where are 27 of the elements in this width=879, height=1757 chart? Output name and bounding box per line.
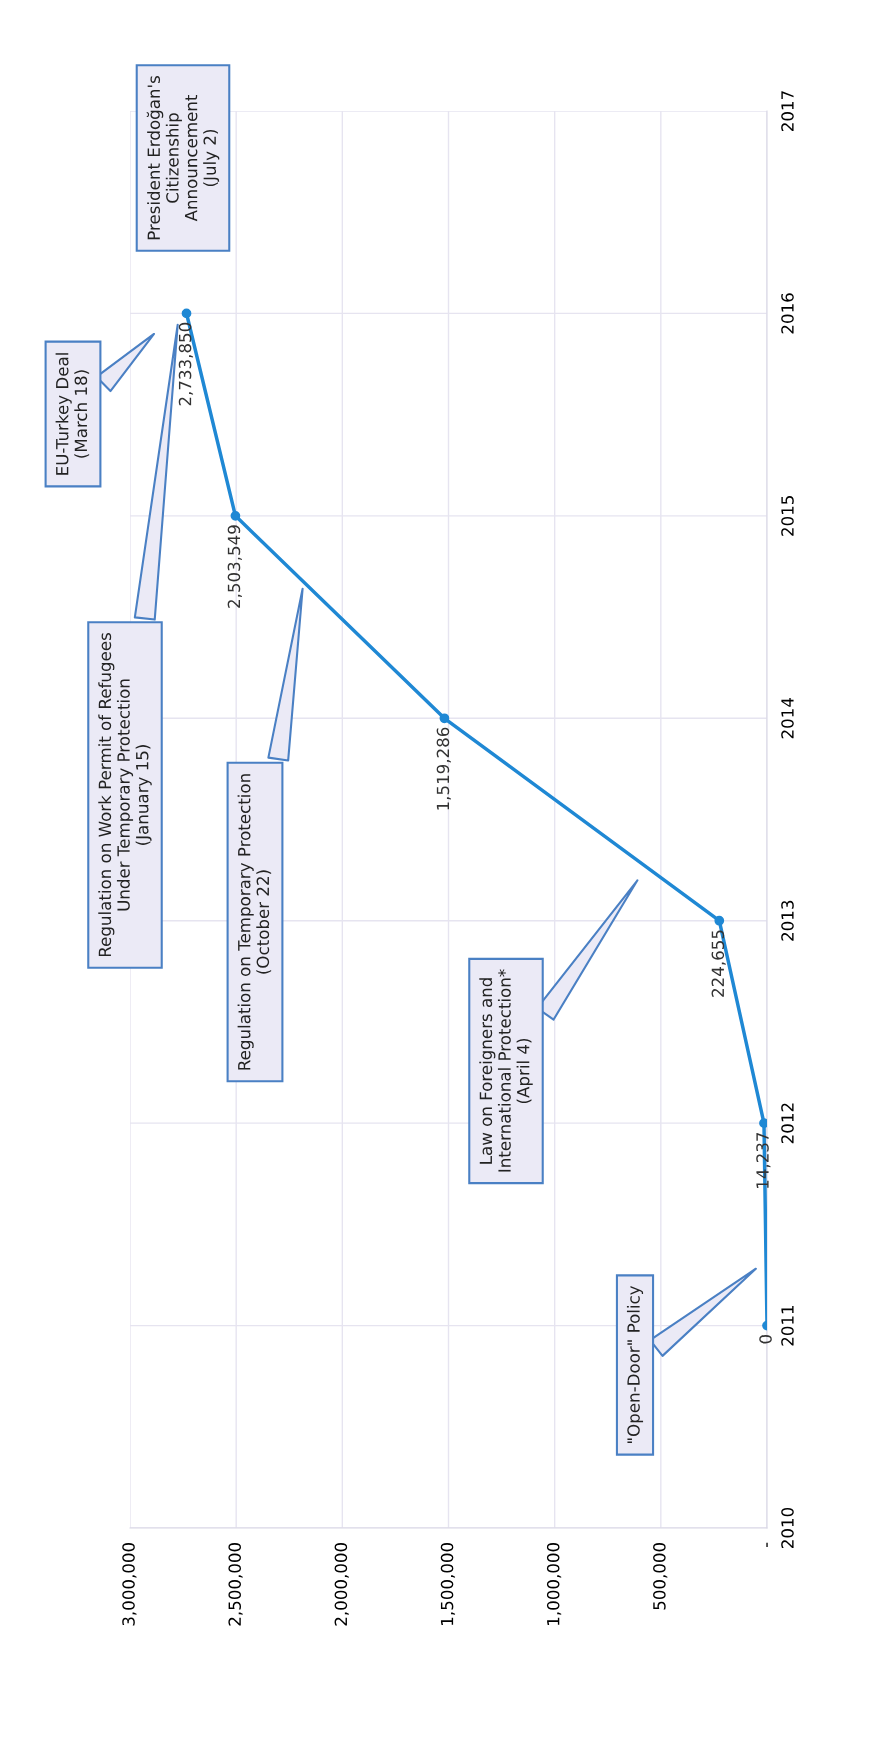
x-tick-label: 1,000,000: [546, 1543, 562, 1625]
x-tick-label: 500,000: [653, 1543, 668, 1610]
y-tick-label: 2017: [781, 91, 794, 131]
y-tick-label: 2016: [781, 293, 794, 334]
data-label: 2,503,549: [227, 525, 242, 608]
annotation: "Open-Door" Policy: [626, 1285, 644, 1443]
data-label: 0: [759, 1335, 772, 1344]
y-tick-label: 2014: [781, 698, 794, 739]
data-label: 1,519,286: [436, 727, 451, 810]
x-tick-label: 2,000,000: [334, 1543, 349, 1626]
x-tick-label: -: [766, 1542, 768, 1548]
x-tick-label: 2,500,000: [228, 1543, 243, 1626]
annotation: President Erdoğan's Citizenship Announcement (July 2): [146, 76, 220, 240]
annotation: Law on Foreigners and International Protection* (April 4): [479, 969, 533, 1172]
x-tick-label: 1,500,000: [440, 1543, 456, 1625]
y-tick-label: 2011: [781, 1305, 794, 1346]
text: EU-Turkey Deal (March 18): [55, 353, 90, 475]
data-label: 2,733,850: [178, 322, 194, 406]
y-tick-label: 2015: [781, 496, 794, 536]
annotation: Regulation on Work Permit of Refugees Under Temporary Protection (January 15): [98, 633, 152, 957]
data-label: 224,655: [711, 930, 726, 997]
y-tick-label: 2013: [781, 900, 794, 941]
annotation: Regulation on Temporary Protection (October 22): [237, 774, 272, 1070]
x-tick-label: 3,000,000: [122, 1543, 137, 1626]
data-label: 14,237: [756, 1132, 771, 1188]
y-tick-label: 2012: [781, 1103, 794, 1144]
y-tick-label: 2010: [781, 1507, 794, 1548]
